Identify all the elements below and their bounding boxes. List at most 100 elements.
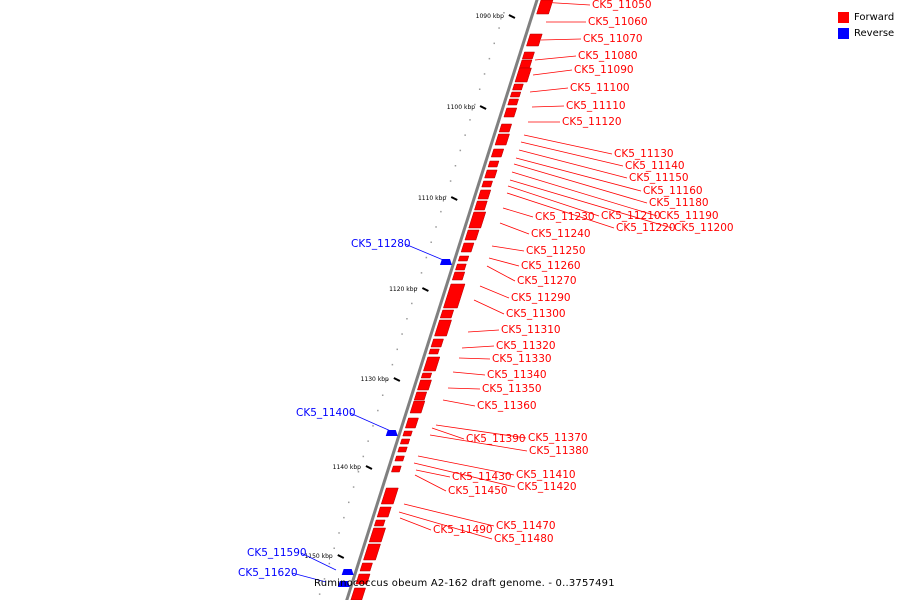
- tick-label: 1140 kbp: [333, 464, 361, 471]
- gene-label: CK5_11140: [625, 160, 685, 172]
- gene-label: CK5_11270: [517, 275, 577, 287]
- forward-gene-block: [434, 319, 452, 337]
- gene-label: CK5_11300: [506, 308, 566, 320]
- forward-gene-block: [359, 562, 373, 572]
- minor-tick: [352, 486, 355, 488]
- forward-swatch: [838, 11, 849, 23]
- gene-label: CK5_11360: [477, 400, 537, 412]
- forward-gene-block: [350, 587, 366, 600]
- minor-tick: [333, 547, 335, 549]
- major-tick: [393, 377, 401, 382]
- genome-caption: Ruminococcus obeum A2-162 draft genome. …: [314, 578, 615, 589]
- forward-gene-block: [380, 487, 399, 505]
- legend-label-reverse: Reverse: [854, 27, 895, 39]
- gene-leader-line: [413, 462, 516, 488]
- gene-label: CK5_11210: [601, 210, 661, 222]
- forward-gene-block: [355, 573, 371, 585]
- minor-tick: [440, 210, 442, 213]
- minor-tick: [391, 363, 394, 366]
- gene-label: CK5_11060: [588, 16, 648, 28]
- gene-leader-line: [539, 1, 591, 6]
- gene-label: CK5_11160: [643, 185, 703, 197]
- forward-gene-block: [526, 33, 543, 47]
- gene-leader-line: [518, 149, 628, 179]
- gene-leader-line: [488, 257, 520, 267]
- gene-label: CK5_11450: [448, 485, 508, 497]
- forward-gene-block: [417, 379, 432, 391]
- gene-label: CK5_11120: [562, 116, 622, 128]
- forward-gene-block: [376, 506, 392, 518]
- gene-leader-line: [461, 345, 495, 349]
- gene-label: CK5_11090: [574, 64, 634, 76]
- forward-gene-block: [536, 0, 554, 15]
- forward-gene-block: [512, 83, 524, 91]
- gene-leader-line: [520, 141, 624, 167]
- gene-label: CK5_11430: [452, 471, 512, 483]
- genome-backbone: [345, 0, 539, 600]
- gene-label: CK5_11190: [659, 210, 719, 222]
- forward-gene-block: [413, 391, 428, 401]
- minor-tick: [377, 409, 379, 412]
- gene-leader-line: [415, 469, 451, 478]
- gene-label: CK5_11320: [496, 340, 556, 352]
- minor-tick: [454, 165, 457, 167]
- forward-gene-block: [402, 430, 413, 437]
- minor-tick: [488, 57, 491, 60]
- forward-gene-block: [521, 51, 535, 60]
- forward-gene-block: [439, 309, 455, 319]
- gene-leader-line: [452, 371, 486, 376]
- major-tick: [365, 465, 373, 470]
- legend-item-forward: Forward: [838, 9, 894, 25]
- gene-label: CK5_11400: [296, 407, 356, 419]
- gene-leader-line: [486, 265, 516, 282]
- gene-label: CK5_11330: [492, 353, 552, 365]
- gene-leader-line: [399, 517, 432, 531]
- gene-leader-line: [429, 434, 528, 452]
- forward-gene-block: [460, 242, 475, 253]
- forward-gene-block: [455, 263, 467, 271]
- minor-tick: [498, 27, 500, 29]
- gene-leader-line: [529, 87, 569, 93]
- gene-leader-line: [291, 572, 327, 583]
- forward-gene-block: [420, 372, 433, 379]
- gene-label: CK5_11100: [570, 82, 630, 94]
- gene-leader-line: [479, 285, 510, 299]
- gene-label: CK5_11480: [494, 533, 554, 545]
- gene-leader-line: [507, 185, 600, 217]
- gene-label: CK5_11280: [351, 238, 411, 250]
- forward-gene-block: [404, 417, 419, 429]
- forward-gene-block: [409, 400, 426, 414]
- gene-label: CK5_11290: [511, 292, 571, 304]
- gene-leader-line: [502, 207, 534, 218]
- gene-leader-line: [442, 399, 476, 407]
- gene-leader-line: [447, 387, 481, 390]
- reverse-gene-block: [385, 430, 398, 436]
- gene-leader-line: [300, 552, 337, 571]
- forward-gene-block: [487, 160, 500, 168]
- tick-label: 1110 kbp: [418, 195, 446, 202]
- minor-tick: [381, 394, 384, 396]
- minor-tick: [459, 149, 462, 152]
- minor-tick: [444, 195, 447, 198]
- gene-label: CK5_11180: [649, 197, 709, 209]
- gene-label: CK5_11110: [566, 100, 626, 112]
- gene-leader-line: [509, 179, 673, 229]
- gene-leader-line: [404, 243, 449, 263]
- gene-label: CK5_11620: [238, 567, 298, 579]
- forward-gene-block: [443, 283, 466, 309]
- legend-label-forward: Forward: [854, 11, 895, 23]
- forward-gene-block: [481, 180, 493, 188]
- gene-leader-line: [458, 357, 491, 360]
- reverse-gene-block: [439, 259, 452, 265]
- forward-gene-block: [468, 211, 487, 229]
- forward-gene-block: [519, 59, 533, 69]
- gene-label: CK5_11080: [578, 50, 638, 62]
- gene-leader-line: [349, 412, 394, 433]
- gene-label: CK5_11130: [614, 148, 674, 160]
- gene-label: CK5_11230: [535, 211, 595, 223]
- forward-gene-block: [363, 543, 381, 561]
- gene-label: CK5_11420: [517, 481, 577, 493]
- forward-gene-block: [509, 91, 522, 98]
- gene-leader-line: [523, 134, 613, 155]
